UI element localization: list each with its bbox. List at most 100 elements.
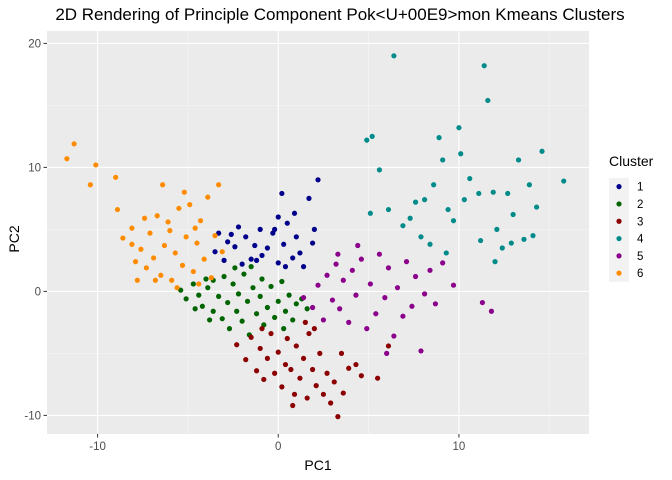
cluster-1-point bbox=[284, 220, 290, 226]
cluster-3-point bbox=[300, 355, 307, 361]
cluster-6-point bbox=[176, 205, 182, 211]
cluster-5-point bbox=[400, 313, 406, 319]
cluster-5-point bbox=[412, 273, 419, 280]
cluster-4-point bbox=[534, 204, 540, 210]
cluster-4-point bbox=[476, 190, 482, 197]
cluster-5-point bbox=[346, 319, 352, 325]
cluster-5-point bbox=[353, 292, 359, 298]
cluster-4-point bbox=[418, 234, 424, 240]
cluster-4-point bbox=[431, 182, 437, 188]
cluster-2-point bbox=[304, 306, 310, 312]
cluster-5-point bbox=[450, 282, 457, 288]
data-points bbox=[64, 53, 567, 420]
cluster-6-point bbox=[208, 275, 215, 281]
cluster-1-point bbox=[228, 231, 234, 237]
cluster-3-point bbox=[268, 330, 274, 337]
legend-marker-3 bbox=[616, 218, 622, 224]
cluster-2-point bbox=[210, 308, 216, 314]
legend-marker-2 bbox=[616, 201, 622, 207]
cluster-3-point bbox=[304, 395, 310, 401]
cluster-6-point bbox=[196, 281, 202, 287]
cluster-1-point bbox=[243, 234, 249, 240]
cluster-1-point bbox=[311, 226, 317, 232]
cluster-1-point bbox=[272, 226, 278, 232]
cluster-6-point bbox=[165, 219, 171, 225]
cluster-6-point bbox=[158, 272, 164, 278]
cluster-2-point bbox=[286, 292, 292, 298]
cluster-5-point bbox=[367, 281, 373, 287]
cluster-6-point bbox=[194, 240, 200, 246]
cluster-2-point bbox=[232, 265, 238, 271]
cluster-4-point bbox=[467, 175, 473, 182]
cluster-3-point bbox=[284, 335, 290, 342]
cluster-5-point bbox=[300, 295, 307, 301]
cluster-6-point bbox=[141, 215, 148, 221]
cluster-5-point bbox=[391, 333, 397, 339]
cluster-3-point bbox=[331, 379, 337, 385]
x-tick-label: -10 bbox=[89, 441, 106, 453]
cluster-1-point bbox=[275, 260, 281, 266]
cluster-5-point bbox=[384, 350, 390, 356]
y-axis-ticks: -10 0 10 20 bbox=[24, 38, 47, 422]
cluster-6-point bbox=[129, 241, 135, 247]
cluster-6-point bbox=[64, 156, 70, 162]
cluster-4-point bbox=[450, 218, 457, 224]
cluster-1-point bbox=[253, 257, 260, 263]
cluster-3-point bbox=[358, 373, 364, 379]
cluster-4-point bbox=[364, 137, 370, 143]
cluster-3-point bbox=[340, 390, 346, 396]
cluster-6-point bbox=[183, 234, 189, 240]
cluster-5-point bbox=[421, 291, 428, 297]
cluster-1-point bbox=[212, 249, 218, 255]
cluster-4-point bbox=[481, 63, 487, 69]
cluster-5-point bbox=[324, 272, 330, 278]
x-axis-ticks: -10 0 10 bbox=[89, 434, 465, 453]
cluster-4-point bbox=[443, 250, 449, 256]
cluster-4-point bbox=[421, 197, 428, 203]
legend-marker-1 bbox=[616, 184, 622, 190]
chart-title: 2D Rendering of Principle Component Pok<… bbox=[55, 5, 624, 24]
cluster-4-point bbox=[494, 226, 500, 232]
legend-label-6: 6 bbox=[637, 268, 643, 280]
cluster-1-point bbox=[264, 245, 271, 251]
cluster-4-point bbox=[436, 135, 442, 141]
cluster-1-point bbox=[300, 264, 307, 270]
cluster-6-point bbox=[114, 206, 121, 213]
cluster-2-point bbox=[205, 285, 211, 291]
cluster-5-point bbox=[376, 251, 383, 257]
cluster-1-point bbox=[225, 239, 231, 245]
cluster-3-point bbox=[243, 357, 249, 363]
y-tick-label: 0 bbox=[35, 286, 41, 298]
cluster-3-point bbox=[317, 350, 323, 356]
cluster-2-point bbox=[250, 285, 256, 291]
legend-label-1: 1 bbox=[637, 182, 643, 194]
cluster-5-point bbox=[373, 311, 379, 317]
cluster-3-point bbox=[291, 391, 298, 397]
cluster-6-point bbox=[167, 228, 173, 234]
cluster-1-point bbox=[297, 250, 303, 256]
legend-label-3: 3 bbox=[637, 216, 643, 228]
cluster-4-point bbox=[490, 189, 496, 195]
legend-marker-4 bbox=[616, 235, 622, 242]
cluster-3-point bbox=[375, 375, 381, 381]
cluster-6-point bbox=[134, 277, 140, 283]
cluster-5-point bbox=[479, 299, 486, 306]
cluster-2-point bbox=[219, 316, 225, 322]
cluster-4-point bbox=[369, 133, 375, 139]
cluster-4-point bbox=[456, 125, 462, 131]
cluster-5-point bbox=[432, 301, 439, 307]
cluster-5-point bbox=[340, 277, 346, 283]
cluster-2-point bbox=[221, 273, 227, 280]
cluster-4-point bbox=[505, 190, 511, 197]
cluster-2-point bbox=[279, 278, 285, 285]
cluster-6-point bbox=[161, 242, 168, 249]
cluster-5-point bbox=[337, 306, 343, 312]
plot-panel bbox=[47, 31, 589, 434]
cluster-2-point bbox=[230, 281, 236, 287]
cluster-1-point bbox=[275, 214, 281, 220]
cluster-1-point bbox=[259, 252, 265, 259]
cluster-3-point bbox=[253, 368, 260, 374]
cluster-1-point bbox=[221, 257, 227, 263]
cluster-6-point bbox=[190, 268, 196, 275]
